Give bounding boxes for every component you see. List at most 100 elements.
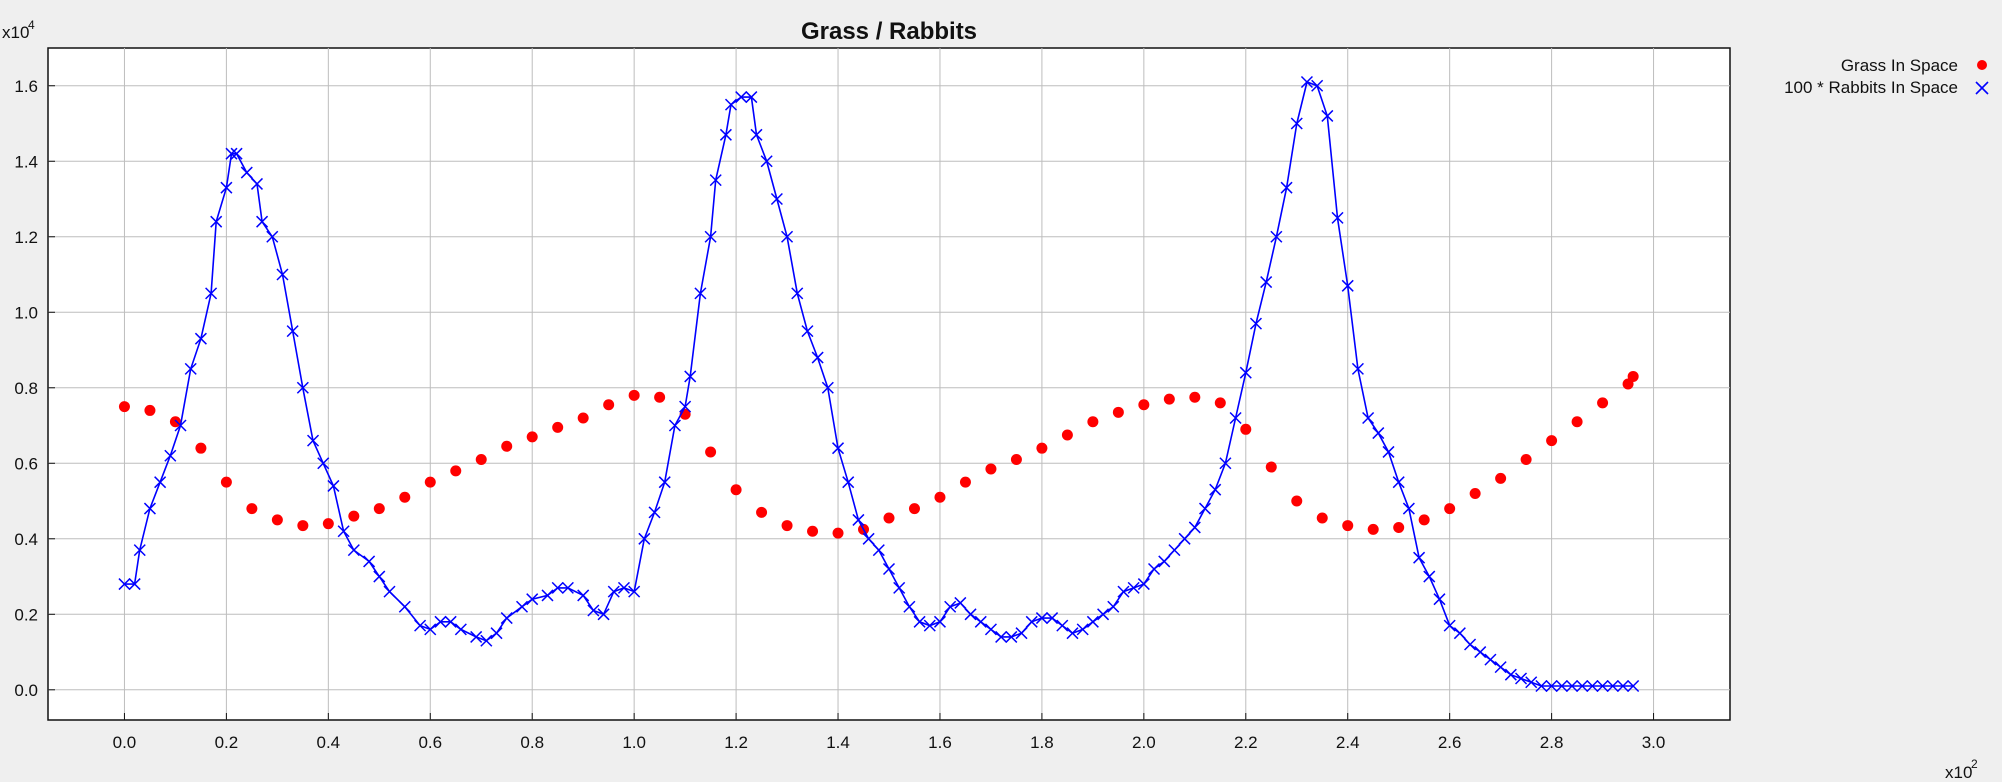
rabbit-point — [750, 128, 763, 141]
grass-point — [373, 503, 385, 515]
rabbit-point — [1066, 627, 1079, 640]
rabbit-point — [760, 155, 773, 168]
rabbit-point — [454, 623, 467, 636]
x-tick-label: 1.6 — [928, 733, 952, 752]
rabbit-point — [1148, 562, 1161, 576]
rabbit-point — [1504, 668, 1517, 681]
rabbit-point — [1015, 627, 1028, 640]
rabbit-point — [205, 287, 218, 300]
grass-point — [985, 463, 997, 475]
rabbit-point — [1188, 521, 1201, 534]
rabbit-point — [184, 362, 197, 375]
legend-item-rabbits: 100 * Rabbits In Space — [1784, 78, 1989, 97]
rabbit-point — [1351, 362, 1364, 375]
rabbit-point — [1127, 581, 1140, 594]
rabbit-point — [1576, 679, 1589, 693]
rabbit-point — [684, 370, 697, 383]
legend: Grass In Space 100 * Rabbits In Space — [1784, 56, 1989, 97]
grass-point — [654, 391, 666, 403]
grid-lines — [48, 48, 1730, 720]
rabbit-point — [1392, 476, 1405, 489]
rabbit-point — [240, 166, 253, 179]
rabbit-point — [923, 619, 936, 632]
rabbit-point — [526, 593, 539, 606]
rabbit-point — [1331, 211, 1344, 224]
y-tick-label: 0.2 — [14, 605, 38, 624]
grass-point — [756, 506, 768, 518]
rabbit-point — [1137, 578, 1150, 591]
rabbit-point — [470, 630, 483, 643]
grass-point — [475, 454, 487, 466]
rabbit-point — [1046, 612, 1059, 625]
rabbit-point — [638, 532, 651, 545]
svg-text:x10: x10 — [1945, 763, 1972, 782]
rabbit-point — [668, 419, 681, 432]
grass-point — [1061, 429, 1073, 441]
grass-point — [526, 431, 538, 443]
rabbit-point — [995, 630, 1008, 643]
rabbit-point — [1270, 230, 1283, 243]
rabbit-point — [490, 627, 503, 640]
rabbit-point — [210, 215, 223, 228]
rabbit-point — [225, 147, 238, 160]
rabbit-point — [266, 230, 279, 243]
rabbit-point — [424, 623, 437, 636]
rabbit-point — [347, 544, 360, 557]
grass-point — [1495, 472, 1507, 484]
rabbit-point — [230, 147, 243, 160]
rabbit-point — [317, 457, 330, 470]
rabbit-point — [1402, 502, 1415, 515]
rabbit-point — [1565, 679, 1579, 693]
grass-point — [730, 484, 742, 496]
x-tick-label: 1.8 — [1030, 733, 1054, 752]
rabbit-point — [1453, 627, 1466, 640]
axis-ticks: 0.0 0.2 0.4 0.6 0.8 1.0 1.2 1.4 1.6 1.8 2.0 2.2 2.4 2… — [14, 77, 1665, 752]
x-tick-label: 2.0 — [1132, 733, 1156, 752]
grass-point — [1520, 454, 1532, 466]
grass-point — [450, 465, 462, 477]
rabbit-point — [434, 615, 447, 628]
rabbit-point — [648, 506, 661, 519]
grass-point — [1418, 514, 1430, 526]
rabbit-point — [1178, 532, 1191, 545]
rabbit-point — [1627, 679, 1640, 693]
x-tick-label: 0.6 — [418, 733, 442, 752]
grass-point — [501, 440, 513, 452]
grass-point — [1342, 520, 1354, 532]
grass-point — [118, 401, 130, 413]
grass-point — [908, 503, 920, 515]
y-tick-label: 0.8 — [14, 379, 38, 398]
grass-point — [1214, 397, 1226, 409]
grass-point — [1036, 442, 1048, 454]
rabbit-point — [174, 419, 187, 432]
grass-point — [1240, 423, 1252, 435]
rabbit-point — [745, 91, 758, 104]
rabbit-point — [903, 600, 916, 613]
grass-point — [1393, 521, 1405, 533]
grass-point — [1597, 397, 1609, 409]
rabbit-point — [1117, 585, 1130, 598]
rabbit-point — [1290, 117, 1303, 130]
rabbit-point — [414, 619, 427, 632]
chart-title: Grass / Rabbits — [801, 18, 977, 45]
rabbit-point — [383, 585, 396, 598]
x-tick-label: 2.8 — [1540, 733, 1564, 752]
grass-point — [195, 442, 207, 454]
rabbit-point — [852, 513, 865, 526]
rabbit-point — [1341, 279, 1354, 292]
rabbit-point — [781, 230, 794, 243]
x-tick-label: 1.0 — [622, 733, 646, 752]
rabbit-point — [1107, 600, 1120, 613]
svg-text:100 * Rabbits In Space: 100 * Rabbits In Space — [1784, 78, 1958, 97]
rabbit-point — [679, 400, 692, 413]
rabbit-point — [561, 581, 574, 594]
rabbit-point — [719, 128, 732, 141]
rabbit-point — [1382, 445, 1395, 458]
rabbit-point — [597, 608, 610, 621]
rabbit-point — [551, 581, 564, 594]
rabbit-point — [500, 612, 513, 625]
rabbit-point — [984, 623, 997, 636]
rabbit-point — [373, 570, 386, 583]
rabbit-point — [770, 192, 783, 206]
rabbit-point — [1035, 612, 1048, 625]
